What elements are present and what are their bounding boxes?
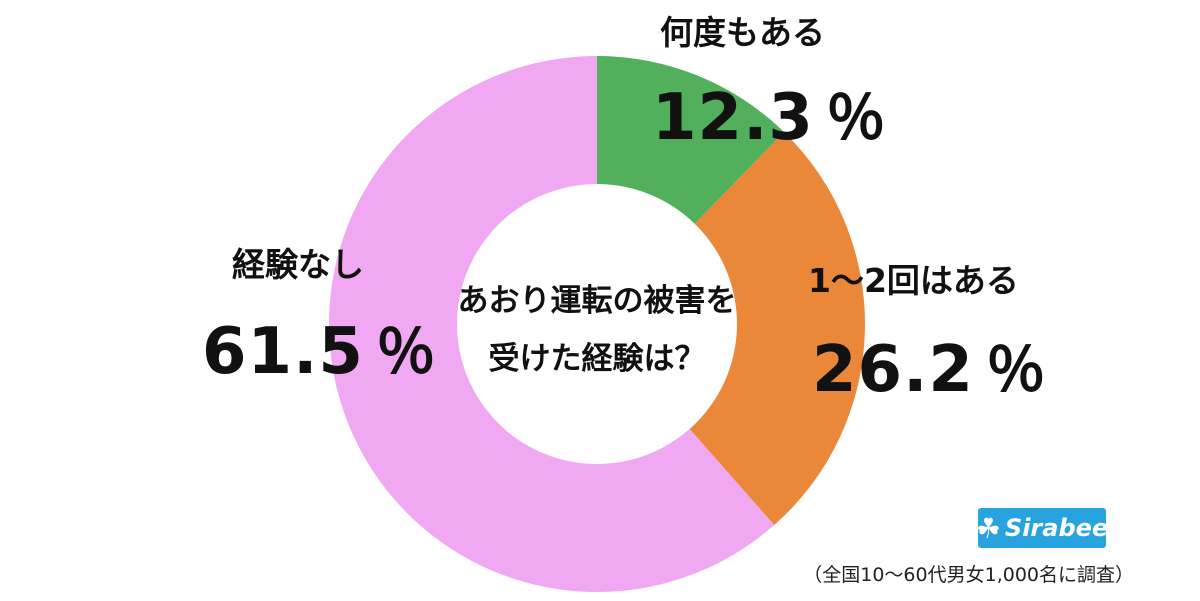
label-percent-ichinikai: 26.2 ％ [812,322,1047,409]
chart-title: あおり運転の被害を 受けた経験は？ [440,272,754,388]
label-percent-nandomo: 12.3 ％ [652,70,887,157]
percent-unit: ％ [375,318,437,388]
percent-unit: ％ [985,336,1047,406]
percent-value: 61.5 [202,315,364,389]
percent-value: 26.2 [812,333,974,407]
sirabee-logo-text: Sirabee [1004,514,1109,542]
chart-title-line-1: あおり運転の被害を [457,283,737,319]
survey-source-note: （全国10〜60代男女1,000名に調査） [803,564,1134,586]
donut-slice-1 [689,132,866,526]
label-category-keikennashi: 経験なし [232,245,364,284]
donut-slice-0 [597,56,785,224]
label-category-ichinikai: 1〜2回はある [808,261,1019,300]
chart-title-line-2: 受けた経験は？ [488,341,706,377]
label-percent-keikennashi: 61.5 ％ [202,304,437,391]
sirabee-logo: ☘ Sirabee [975,508,1109,548]
percent-value: 12.3 [652,81,814,155]
donut-slice-2 [328,56,775,592]
percent-unit: ％ [825,84,887,154]
sirabee-mark-icon: ☘ [975,511,1001,545]
label-category-nandomo: 何度もある [660,13,825,52]
